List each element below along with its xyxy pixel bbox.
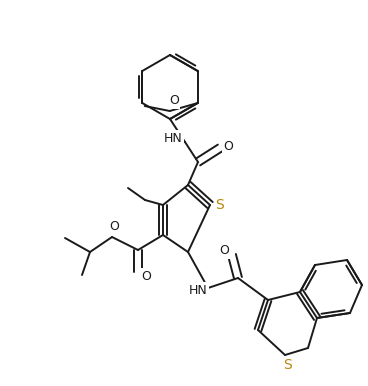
Text: O: O — [109, 220, 119, 234]
Text: O: O — [223, 139, 233, 152]
Text: O: O — [169, 95, 178, 107]
Text: S: S — [216, 198, 224, 212]
Text: O: O — [219, 244, 229, 257]
Text: HN: HN — [189, 283, 208, 296]
Text: HN: HN — [164, 132, 183, 144]
Text: O: O — [141, 269, 151, 283]
Text: S: S — [283, 358, 291, 372]
